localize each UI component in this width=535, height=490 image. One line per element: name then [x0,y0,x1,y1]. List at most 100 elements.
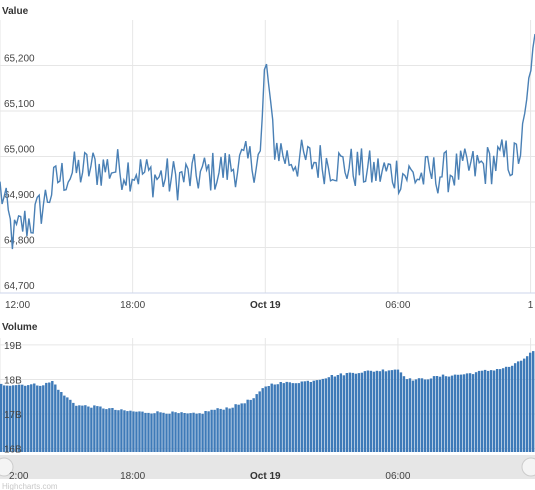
volume-bar [114,409,117,452]
volume-bar [270,383,273,452]
volume-bar [306,380,309,452]
volume-bar [477,370,481,452]
value-chart-title: Value [2,6,29,17]
volume-bar [507,366,511,452]
navigator-x-axis: 2:00 18:00 Oct 19 06:00 [9,471,411,482]
value-y-tick-label: 64,900 [4,190,35,201]
volume-bar [96,406,99,452]
volume-bar [177,413,180,452]
volume-bar [300,381,303,452]
volume-bar [33,383,36,452]
volume-bar [471,374,475,452]
volume-bar [297,383,300,452]
volume-bar [210,409,213,452]
volume-bar [417,378,421,452]
volume-bar [171,411,174,452]
volume-bar [39,385,42,452]
volume-bar [72,402,75,452]
volume-bar [231,407,234,452]
volume-bar [237,404,240,452]
volume-bar [126,411,129,452]
volume-bar [258,391,261,452]
volume-bar [282,383,285,452]
volume-bar [510,365,514,452]
volume-bar [438,376,442,452]
volume-bar [495,369,499,452]
volume-bar [513,363,517,452]
volume-y-tick-label: 17B [4,410,22,421]
volume-bar [498,369,502,452]
volume-bar [243,403,246,452]
volume-bar [123,410,126,452]
volume-bar [150,413,153,452]
volume-bar [405,379,409,452]
volume-bar [30,384,33,452]
volume-bar [351,372,355,452]
volume-bar [240,403,243,452]
volume-bar [111,408,114,452]
volume-bar [168,413,171,452]
credits-text: Highcharts.com [2,482,58,490]
volume-bar [315,380,318,452]
volume-bar [432,376,436,452]
volume-bar [120,409,123,452]
volume-bar [384,371,388,452]
volume-bar [423,379,427,452]
volume-bar [216,408,219,452]
navigator-x-tick-label: Oct 19 [250,471,281,482]
navigator-bar[interactable] [0,455,535,479]
volume-bar [192,412,195,452]
volume-bar [402,376,406,452]
volume-bar [87,406,90,452]
volume-bar [159,412,162,452]
value-series-line [0,33,535,250]
volume-bar [414,379,418,452]
volume-bar [459,374,463,452]
volume-bar [9,385,12,452]
volume-bar [339,373,343,452]
volume-bar [480,370,484,452]
volume-bar [336,375,340,452]
volume-y-tick-label: 18B [4,375,22,386]
volume-bar [291,383,294,452]
navigator-x-tick-label: 18:00 [120,471,145,482]
volume-bar [324,378,328,452]
volume-bar [525,356,529,452]
volume-bar [504,366,508,452]
volume-bar [165,413,168,452]
volume-bar [201,413,204,452]
volume-bar [15,385,18,452]
volume-chart-title: Volume [2,322,38,333]
volume-bar [135,411,138,452]
volume-bar [234,404,237,452]
navigator-right-handle[interactable] [521,457,535,477]
volume-bar [204,411,207,452]
volume-bar [453,374,457,452]
volume-bar [27,385,30,452]
volume-bar [162,412,165,452]
navigator-x-tick-label: 2:00 [9,471,29,482]
value-y-tick-label: 64,800 [4,236,35,247]
volume-bar [12,385,15,452]
volume-bar [366,370,370,452]
volume-bar [255,394,258,452]
volume-bar [108,408,111,452]
volume-bar [18,384,21,452]
value-y-tick-label: 65,000 [4,145,35,156]
volume-bar [264,386,267,452]
volume-bar [408,378,412,452]
volume-bar [198,413,201,452]
volume-bar [429,378,433,452]
volume-bar [219,408,222,452]
volume-bar [447,376,451,452]
volume-bar [435,376,439,452]
navigator-left-handle[interactable] [0,457,14,477]
volume-bar [45,382,48,452]
volume-bar [24,385,27,452]
volume-bar [90,407,93,452]
volume-bar [312,380,315,452]
volume-bar [462,374,466,452]
volume-bar [102,408,105,452]
value-x-tick-label: 06:00 [385,300,410,311]
